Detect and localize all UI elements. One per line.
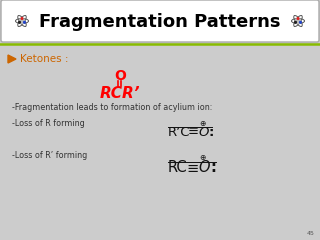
Circle shape [295, 21, 296, 23]
Text: O: O [198, 126, 208, 138]
Text: -Fragmentation leads to formation of acylium ion:: -Fragmentation leads to formation of acy… [12, 103, 212, 113]
Circle shape [24, 21, 25, 23]
Text: :: : [210, 161, 216, 175]
Text: ⊕: ⊕ [199, 119, 205, 127]
Text: R’C: R’C [168, 126, 190, 138]
Text: ⊕: ⊕ [199, 154, 205, 162]
Circle shape [19, 21, 20, 23]
Circle shape [297, 18, 299, 19]
Text: RCR’: RCR’ [100, 85, 140, 101]
Circle shape [20, 18, 25, 24]
Text: :: : [208, 126, 213, 138]
Text: Ketones :: Ketones : [20, 54, 68, 64]
Text: RC: RC [168, 161, 188, 175]
Circle shape [300, 21, 301, 23]
Text: 45: 45 [307, 231, 315, 236]
Polygon shape [8, 55, 16, 63]
Text: O: O [198, 161, 210, 175]
Text: -Loss of R’ forming: -Loss of R’ forming [12, 150, 87, 160]
Circle shape [295, 18, 300, 24]
Text: ≡: ≡ [186, 161, 198, 175]
Circle shape [21, 18, 23, 19]
Text: -Loss of R forming: -Loss of R forming [12, 119, 85, 127]
Text: Fragmentation Patterns: Fragmentation Patterns [39, 13, 281, 31]
FancyBboxPatch shape [1, 0, 319, 42]
Text: O: O [114, 69, 126, 83]
Text: ≡: ≡ [188, 126, 199, 138]
